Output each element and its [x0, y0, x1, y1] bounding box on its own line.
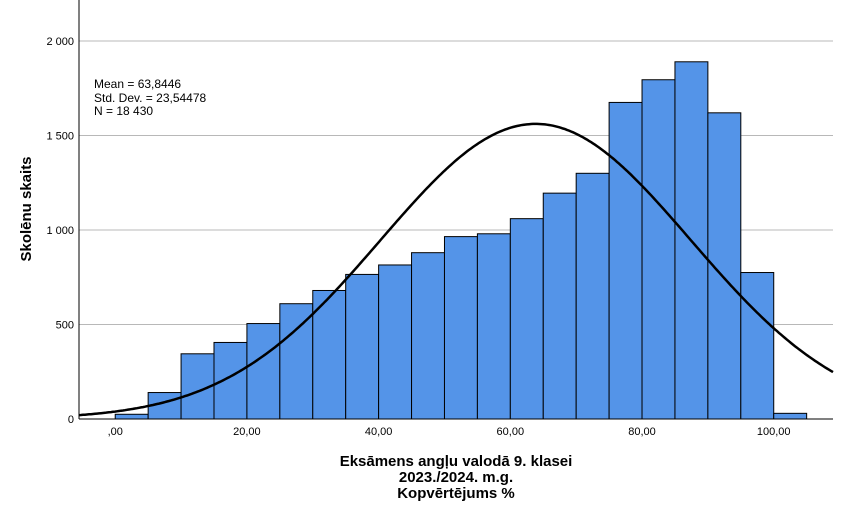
x-tick-label: 40,00 [365, 426, 393, 438]
histogram-bar [345, 273, 380, 420]
histogram-bar [575, 172, 610, 420]
stats-std-dev: Std. Dev. = 23,54478 [94, 91, 207, 105]
y-tick-label: 500 [56, 320, 74, 332]
x-axis-label-line-1: Eksāmens angļu valodā 9. klasei [340, 453, 573, 470]
histogram-bar [542, 192, 577, 420]
stats-n: N = 18 430 [94, 104, 153, 118]
stats-mean: Mean = 63,8446 [94, 77, 181, 91]
statistics-box: Mean = 63,8446 Std. Dev. = 23,54478 N = … [94, 77, 207, 118]
y-tick-label: 2 000 [46, 36, 74, 48]
histogram-bar [279, 303, 314, 420]
histogram-bar [641, 79, 676, 420]
histogram-bar [246, 323, 281, 420]
x-axis-label: Eksāmens angļu valodā 9. klasei 2023./20… [340, 453, 573, 502]
histogram-bar [114, 413, 149, 420]
histogram-bar [509, 218, 544, 420]
histogram-bar [740, 272, 775, 420]
x-axis-label-line-2: 2023./2024. m.g. [399, 469, 513, 486]
histogram-bar [476, 233, 511, 420]
y-tick-label: 0 [68, 414, 74, 426]
x-tick-label: 20,00 [233, 426, 261, 438]
axes [78, 0, 833, 420]
x-tick-label: 60,00 [497, 426, 525, 438]
x-tick-label: 100,00 [757, 426, 791, 438]
y-axis-label: Skolēnu skaits [18, 156, 35, 261]
histogram-bar [213, 341, 248, 420]
normal-curve [78, 122, 834, 417]
x-tick-labels: ,00 20,00 40,00 60,00 80,00 100,00 [108, 426, 791, 438]
histogram-bar [411, 252, 445, 420]
histogram-bars [114, 61, 808, 420]
histogram-bar [312, 289, 347, 420]
y-tick-label: 1 000 [46, 225, 74, 237]
histogram-bar [443, 236, 478, 420]
histogram-bar [773, 412, 808, 420]
x-tick-label: 80,00 [628, 426, 656, 438]
y-tick-labels: 0 500 1 000 1 500 2 000 [46, 36, 74, 426]
x-axis-label-line-3: Kopvērtējums % [397, 485, 515, 502]
histogram-bar [378, 264, 413, 420]
y-tick-label: 1 500 [46, 131, 74, 143]
histogram-bar [608, 101, 643, 420]
x-tick-label: ,00 [108, 426, 123, 438]
